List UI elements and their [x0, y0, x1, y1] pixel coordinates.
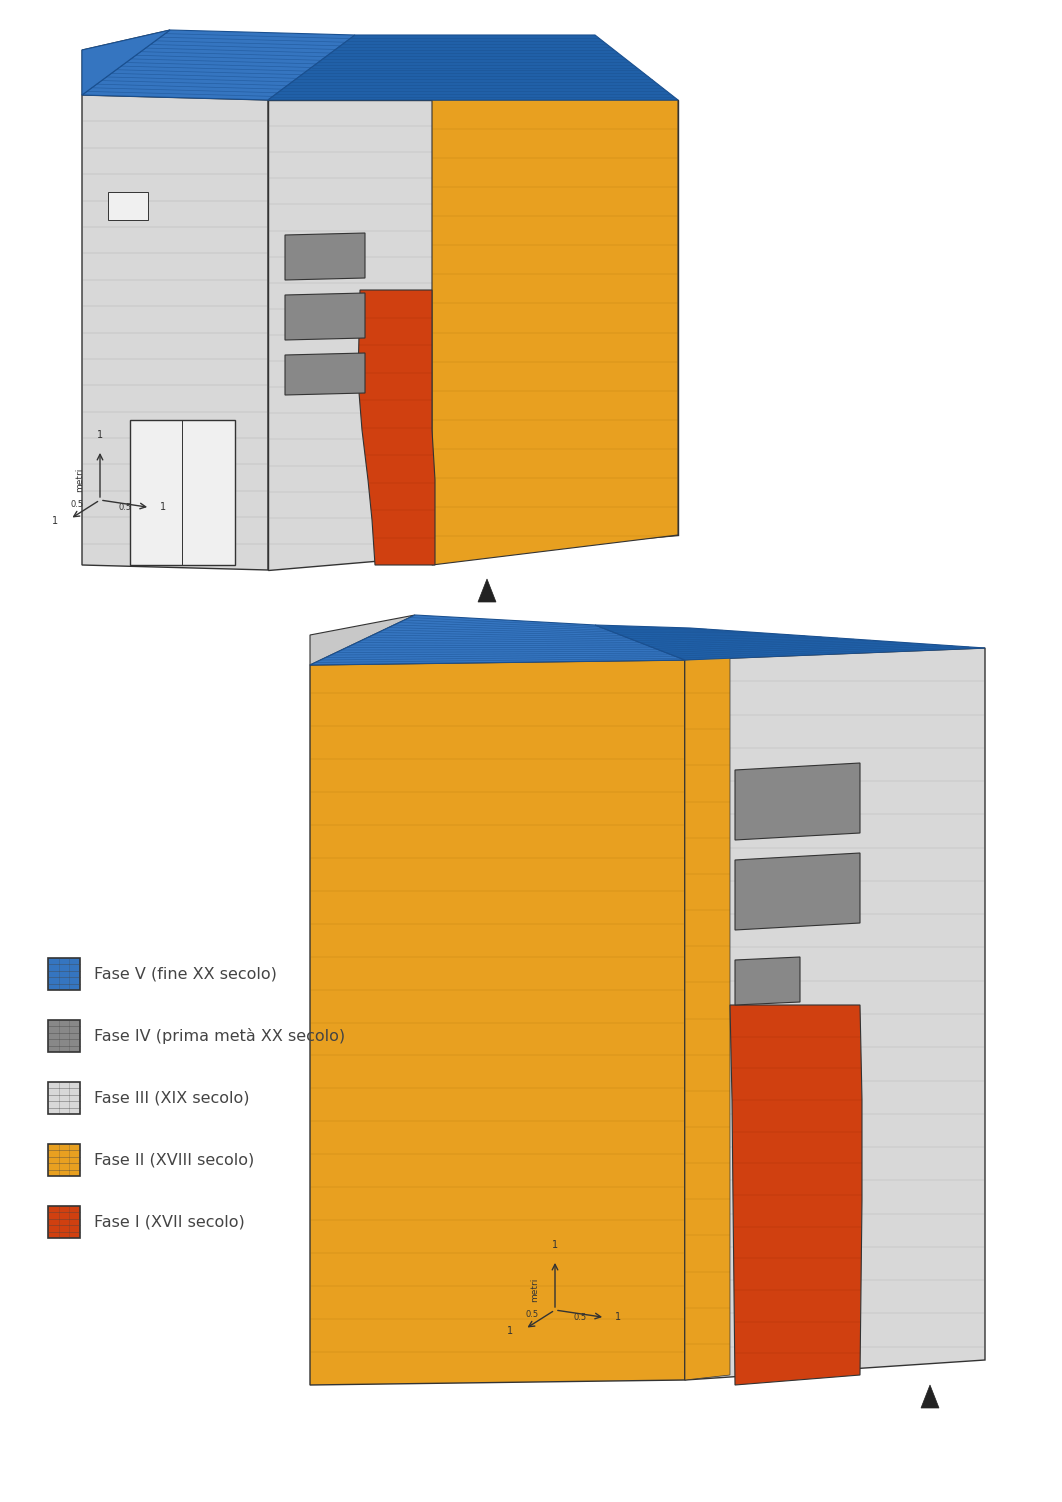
- Text: 1: 1: [160, 502, 166, 512]
- Text: Fase V (fine XX secolo): Fase V (fine XX secolo): [95, 966, 277, 981]
- Polygon shape: [735, 853, 860, 930]
- Polygon shape: [48, 1206, 80, 1238]
- Text: 1: 1: [615, 1313, 621, 1322]
- Polygon shape: [48, 1081, 80, 1114]
- Polygon shape: [358, 290, 435, 565]
- Text: 0.5: 0.5: [119, 503, 132, 512]
- Polygon shape: [735, 763, 860, 840]
- Polygon shape: [595, 625, 984, 659]
- Text: 1: 1: [507, 1326, 513, 1335]
- Text: Fase I (XVII secolo): Fase I (XVII secolo): [95, 1215, 244, 1230]
- Polygon shape: [921, 1385, 939, 1407]
- Polygon shape: [82, 30, 170, 95]
- Polygon shape: [82, 95, 268, 569]
- Polygon shape: [48, 1020, 80, 1051]
- Polygon shape: [82, 30, 170, 95]
- Polygon shape: [268, 35, 678, 101]
- Text: Fase II (XVIII secolo): Fase II (XVIII secolo): [95, 1152, 254, 1167]
- Text: metri: metri: [531, 1278, 539, 1302]
- Polygon shape: [310, 659, 685, 1385]
- Text: Fase IV (prima metà XX secolo): Fase IV (prima metà XX secolo): [95, 1027, 345, 1044]
- Polygon shape: [285, 233, 365, 279]
- Polygon shape: [268, 101, 678, 569]
- Polygon shape: [685, 647, 984, 1380]
- Polygon shape: [48, 958, 80, 990]
- Text: Fase III (XIX secolo): Fase III (XIX secolo): [95, 1090, 250, 1105]
- Polygon shape: [48, 1145, 80, 1176]
- Polygon shape: [108, 192, 148, 219]
- Text: 0.5: 0.5: [526, 1310, 539, 1319]
- Polygon shape: [478, 578, 496, 602]
- Text: metri: metri: [75, 467, 85, 493]
- Polygon shape: [82, 30, 355, 101]
- Polygon shape: [310, 614, 415, 665]
- Text: 1: 1: [52, 517, 58, 526]
- Polygon shape: [730, 1005, 862, 1385]
- Polygon shape: [310, 614, 685, 665]
- Polygon shape: [285, 293, 365, 339]
- Text: 0.5: 0.5: [573, 1314, 586, 1322]
- Text: 1: 1: [97, 430, 103, 440]
- Text: 0.5: 0.5: [71, 500, 84, 509]
- Polygon shape: [285, 353, 365, 395]
- Polygon shape: [735, 957, 800, 1005]
- Polygon shape: [685, 656, 730, 1380]
- Text: 1: 1: [552, 1241, 558, 1250]
- Polygon shape: [432, 101, 678, 565]
- Polygon shape: [130, 421, 235, 565]
